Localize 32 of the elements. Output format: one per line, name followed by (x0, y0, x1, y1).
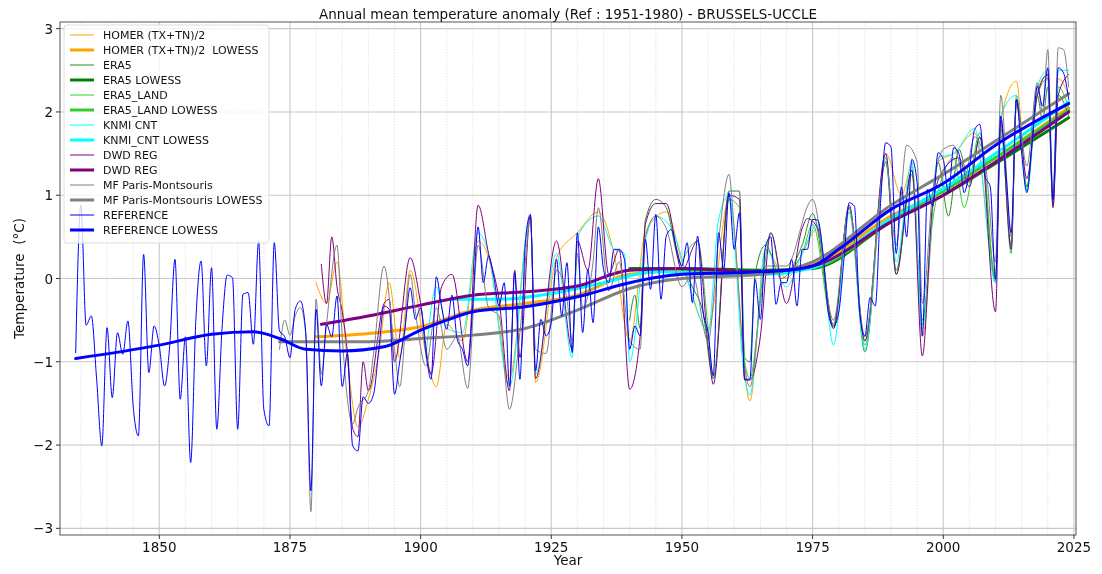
x-tick-label: 1950 (664, 539, 700, 555)
y-tick-label: 2 (44, 103, 53, 120)
y-tick-label: 1 (44, 187, 53, 204)
legend-label: REFERENCE LOWESS (103, 224, 219, 237)
y-tick-label: −2 (33, 437, 53, 454)
legend-label: ERA5_LAND LOWESS (103, 104, 218, 117)
legend-label: DWD REG (103, 164, 158, 177)
y-tick-label: 0 (44, 270, 53, 287)
x-tick-label: 1925 (534, 539, 569, 555)
legend-label: ERA5 LOWESS (103, 74, 182, 87)
legend-label: ERA5 (103, 59, 132, 72)
x-tick-label: 1875 (272, 539, 308, 555)
legend-label: ERA5_LAND (103, 89, 168, 102)
x-tick-label: 1850 (142, 539, 177, 555)
chart-title: Annual mean temperature anomaly (Ref : 1951-1980) - BRUSSELS-UCCLE (319, 6, 817, 22)
legend-label: DWD REG (103, 149, 158, 162)
x-axis-title: Year (552, 552, 583, 568)
x-tick-label: 1975 (795, 539, 830, 555)
y-tick-label: −1 (33, 353, 53, 370)
legend-label: HOMER (TX+TN)/2 LOWESS (103, 44, 259, 57)
x-tick-label: 2025 (1056, 539, 1092, 555)
legend-label: MF Paris-Montsouris LOWESS (103, 194, 263, 207)
legend-label: MF Paris-Montsouris (103, 179, 213, 192)
legend-label: HOMER (TX+TN)/2 (103, 29, 206, 42)
y-tick-label: −3 (33, 520, 53, 537)
y-tick-label: 3 (44, 20, 53, 37)
x-tick-label: 1900 (403, 539, 438, 555)
legend-label: REFERENCE (103, 209, 169, 222)
legend-label: KNMI CNT (103, 119, 158, 132)
legend-label: KNMI_CNT LOWESS (103, 134, 210, 147)
y-axis-title: Temperature (°C) (11, 218, 27, 340)
x-tick-label: 2000 (926, 539, 961, 555)
